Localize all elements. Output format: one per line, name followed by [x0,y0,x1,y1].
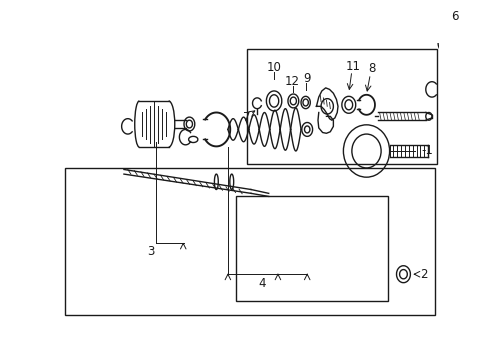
Text: 10: 10 [266,61,281,74]
Bar [235,195,387,301]
Text: 11: 11 [345,60,360,73]
Text: 12: 12 [284,75,299,88]
Text: 4: 4 [258,277,266,290]
Text: 7: 7 [242,111,250,125]
Text: 2: 2 [419,268,426,281]
Text: -1: -1 [420,144,432,157]
Text: 6: 6 [450,10,458,23]
Text: 3: 3 [147,244,154,258]
Text: 8: 8 [367,62,375,75]
Text: 9: 9 [303,72,310,85]
Bar [65,168,434,315]
Bar [246,49,436,164]
